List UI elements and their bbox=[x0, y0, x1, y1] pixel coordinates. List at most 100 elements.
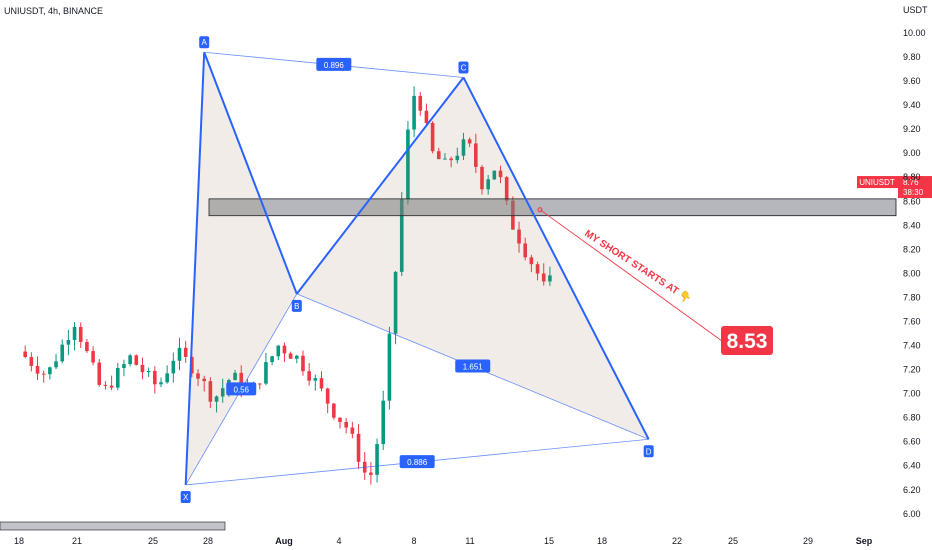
y-tick-label: 6.00 bbox=[903, 509, 921, 519]
x-tick-label: 8 bbox=[411, 536, 416, 546]
candle-body bbox=[498, 170, 503, 178]
symbol-label: UNIUSDT, 4h, BINANCE bbox=[4, 6, 103, 16]
x-tick-label: 29 bbox=[803, 536, 813, 546]
point-label-text: A bbox=[202, 38, 208, 47]
x-tick-label: 4 bbox=[336, 536, 341, 546]
ratio-label: 0.896 bbox=[316, 57, 352, 71]
y-tick-label: 8.20 bbox=[903, 244, 921, 254]
annotation-line bbox=[539, 209, 723, 342]
point-label-b: B bbox=[291, 299, 302, 312]
candle-body bbox=[535, 264, 540, 274]
candle bbox=[115, 362, 120, 391]
candle-body bbox=[97, 362, 102, 385]
candle bbox=[288, 351, 293, 359]
candle-body bbox=[140, 364, 145, 373]
candle-body bbox=[60, 344, 65, 362]
point-label-bg bbox=[180, 490, 191, 503]
candle-body bbox=[85, 341, 89, 352]
point-label-text: B bbox=[294, 302, 299, 311]
candle-body bbox=[165, 373, 169, 383]
current-price-value: 8.76 bbox=[903, 178, 919, 187]
annotation-text: MY SHORT STARTS AT 👇 bbox=[582, 227, 693, 305]
x-tick-label: 18 bbox=[14, 536, 24, 546]
candle-body bbox=[480, 166, 484, 190]
candle bbox=[541, 263, 546, 286]
pattern-leg bbox=[184, 52, 206, 485]
candle bbox=[183, 340, 188, 363]
candle-body bbox=[159, 382, 163, 385]
candle-body bbox=[387, 333, 392, 401]
candle-body bbox=[122, 364, 126, 369]
candle bbox=[140, 357, 145, 380]
y-tick-label: 8.80 bbox=[903, 172, 921, 182]
y-tick-label: 6.20 bbox=[903, 485, 921, 495]
ratio-label-text: 1.651 bbox=[463, 363, 484, 372]
point-label-bg bbox=[643, 445, 654, 458]
candle bbox=[523, 237, 528, 261]
candle bbox=[270, 355, 274, 366]
candle-body bbox=[115, 368, 120, 388]
countdown-timer: 38:30 bbox=[903, 188, 924, 197]
candle bbox=[455, 147, 460, 164]
candle-body bbox=[406, 129, 410, 200]
candle bbox=[313, 374, 318, 391]
candle-body bbox=[23, 351, 27, 358]
candle bbox=[418, 91, 423, 116]
candle bbox=[498, 165, 503, 184]
y-tick-label: 8.00 bbox=[903, 268, 921, 278]
candle bbox=[165, 365, 169, 384]
candle bbox=[307, 363, 311, 386]
price-axis[interactable]: 10.00 9.80 9.60 9.40 9.20 9.00 8.80 8.60 8.40 8.2… bbox=[903, 28, 926, 519]
candle bbox=[443, 153, 447, 160]
candle bbox=[41, 370, 46, 383]
candle-body bbox=[196, 373, 200, 379]
candle bbox=[159, 377, 163, 388]
candle-body bbox=[541, 273, 546, 282]
y-tick-label: 8.60 bbox=[903, 196, 921, 206]
y-tick-label: 7.40 bbox=[903, 341, 921, 351]
point-label-x: X bbox=[180, 490, 191, 503]
candle-body bbox=[264, 362, 268, 384]
candle bbox=[517, 221, 521, 253]
candle bbox=[103, 381, 108, 390]
candle bbox=[486, 174, 490, 195]
candle bbox=[301, 350, 305, 376]
candle-body bbox=[270, 356, 274, 363]
candle bbox=[264, 352, 268, 386]
volume-strip bbox=[0, 521, 226, 531]
candle bbox=[48, 366, 52, 380]
time-axis[interactable]: 18 21 25 28 Aug 4 8 11 15 18 22 25 29 Sep bbox=[14, 536, 873, 546]
candle-body bbox=[239, 372, 244, 390]
candle bbox=[381, 390, 386, 450]
candle-body bbox=[276, 345, 281, 357]
y-tick-label: 9.60 bbox=[903, 76, 921, 86]
x-tick-label: 25 bbox=[728, 536, 738, 546]
candle-body bbox=[134, 355, 139, 365]
candle bbox=[387, 326, 392, 410]
candle-body bbox=[548, 275, 552, 282]
ratio-label: 0.886 bbox=[399, 455, 435, 469]
candle-body bbox=[412, 95, 416, 130]
y-tick-label: 8.40 bbox=[903, 220, 921, 230]
pattern-leg bbox=[296, 76, 465, 295]
candle-body bbox=[128, 355, 132, 365]
candle bbox=[122, 359, 126, 377]
candle bbox=[276, 344, 281, 361]
candle bbox=[430, 121, 435, 154]
y-tick-label: 6.40 bbox=[903, 461, 921, 471]
candle-body bbox=[517, 229, 521, 244]
candle bbox=[91, 346, 95, 366]
candle bbox=[375, 438, 379, 483]
pattern-layer: 0.56 0.896 1.651 0.886 X A B C D UNIUSDT 8.7638:30… bbox=[0, 36, 932, 531]
point-label-text: D bbox=[646, 447, 652, 456]
pattern-leg bbox=[203, 51, 298, 295]
y-tick-label: 7.00 bbox=[903, 389, 921, 399]
candle-body bbox=[467, 139, 472, 144]
candle-body bbox=[455, 155, 460, 161]
candle-body bbox=[529, 257, 534, 265]
candle bbox=[171, 352, 176, 383]
candle bbox=[369, 462, 373, 485]
candle-body bbox=[282, 345, 287, 354]
candle bbox=[325, 387, 330, 414]
